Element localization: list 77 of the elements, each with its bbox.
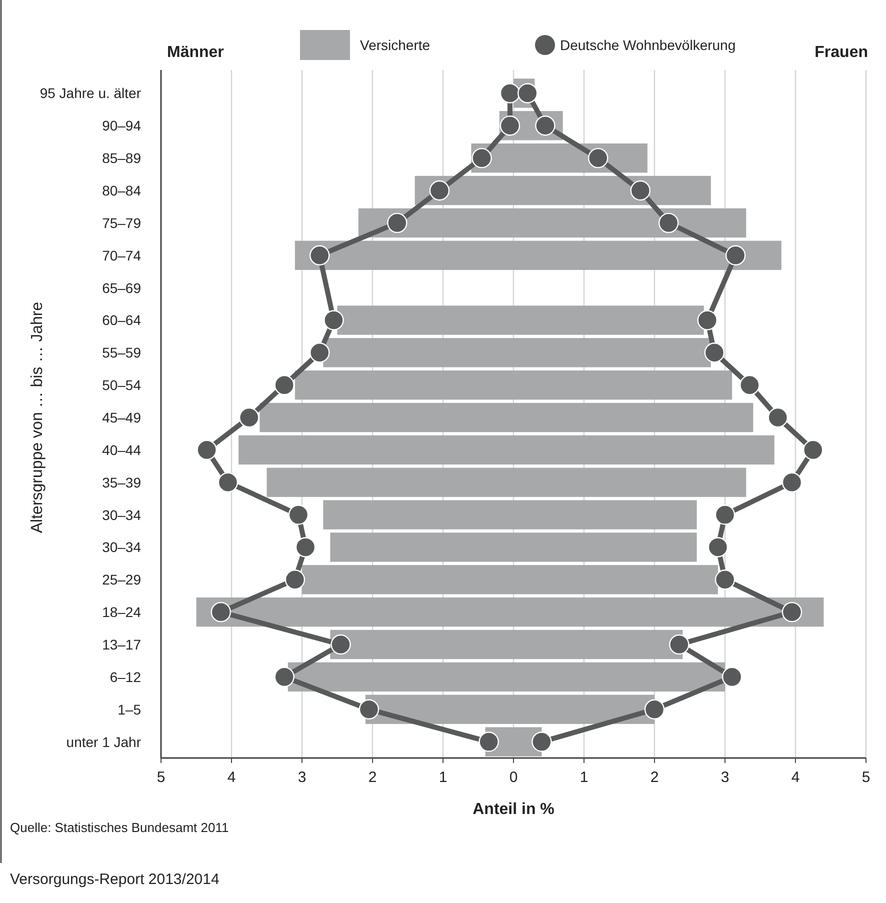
point <box>288 504 309 525</box>
point <box>722 666 742 688</box>
point <box>658 212 679 234</box>
y-tick-label: 35–39 <box>102 474 142 490</box>
y-tick-label: 1–5 <box>118 701 142 718</box>
point <box>740 374 760 396</box>
text: Versorgungs-Report 2013/2014 <box>10 871 220 888</box>
point <box>310 342 330 363</box>
point <box>532 732 552 752</box>
y-tick-label: 85–89 <box>102 150 142 166</box>
x-tick-label: 5 <box>156 769 166 786</box>
text: Männer <box>167 44 224 61</box>
x-tick-label: 1 <box>438 769 448 786</box>
x-tick-label: 2 <box>368 769 377 786</box>
point <box>630 180 650 201</box>
point <box>669 634 690 655</box>
point <box>500 116 520 136</box>
text: Frauen <box>814 44 868 61</box>
point <box>274 666 294 688</box>
point <box>310 245 330 266</box>
source-note: Quelle: Statistisches Bundesamt 2011 <box>10 820 229 835</box>
point <box>644 699 665 720</box>
point <box>358 699 380 720</box>
y-tick-label: 18–24 <box>102 604 142 620</box>
y-tick-label: 75–79 <box>102 214 142 231</box>
legend-label: Deutsche Wohnbevölkerung <box>560 37 736 53</box>
legend-label: Versicherte <box>360 37 430 53</box>
y-tick-label: unter 1 Jahr <box>66 734 142 750</box>
y-tick-label: 30–34 <box>102 506 142 523</box>
point <box>239 407 260 428</box>
y-tick-label: 50–54 <box>102 377 142 394</box>
y-tick-label: 65–69 <box>102 280 142 296</box>
y-tick-label: 80–84 <box>102 182 142 198</box>
point <box>284 570 306 590</box>
x-tick-label: 2 <box>650 769 659 786</box>
point <box>708 537 728 558</box>
y-tick-label: 95 Jahre u. älter <box>40 85 142 102</box>
point <box>697 310 718 330</box>
point <box>782 602 802 622</box>
point <box>295 537 316 558</box>
y-tick-label: 45–49 <box>102 410 142 426</box>
point <box>714 504 736 525</box>
y-tick-label: 25–29 <box>102 572 142 588</box>
x-tick-label: 3 <box>720 769 730 786</box>
point <box>387 212 408 234</box>
y-tick-label: 13–17 <box>102 636 142 652</box>
y-tick-label: 55–59 <box>102 344 142 361</box>
point <box>330 634 351 655</box>
y-tick-label: 70–74 <box>102 247 142 264</box>
x-tick-label: 1 <box>580 769 588 786</box>
point <box>210 602 232 622</box>
point <box>768 407 788 428</box>
y-tick-label: 6–12 <box>110 668 142 685</box>
x-tick-label: 3 <box>298 769 306 786</box>
x-tick-label: 0 <box>509 769 518 786</box>
point <box>704 342 725 363</box>
point <box>714 570 736 590</box>
point <box>218 472 238 492</box>
point <box>500 83 520 104</box>
point <box>196 440 217 460</box>
y-tick-label: 90–94 <box>102 118 142 134</box>
point <box>274 374 294 396</box>
point <box>429 180 450 201</box>
x-tick-label: 4 <box>791 769 800 786</box>
y-axis-title: Altersgruppe von … bis … Jahre <box>29 302 46 534</box>
x-axis-title: Anteil in % <box>472 801 554 818</box>
y-tick-label: 40–44 <box>102 442 142 458</box>
point <box>803 440 824 460</box>
point <box>725 245 746 266</box>
point <box>478 732 499 752</box>
x-tick-label: 4 <box>227 769 236 786</box>
x-tick-label: 5 <box>862 769 870 786</box>
y-tick-label: 60–64 <box>102 312 142 328</box>
point <box>782 472 802 492</box>
point <box>324 310 344 330</box>
y-tick-label: 30–34 <box>102 539 142 556</box>
point <box>588 148 608 168</box>
